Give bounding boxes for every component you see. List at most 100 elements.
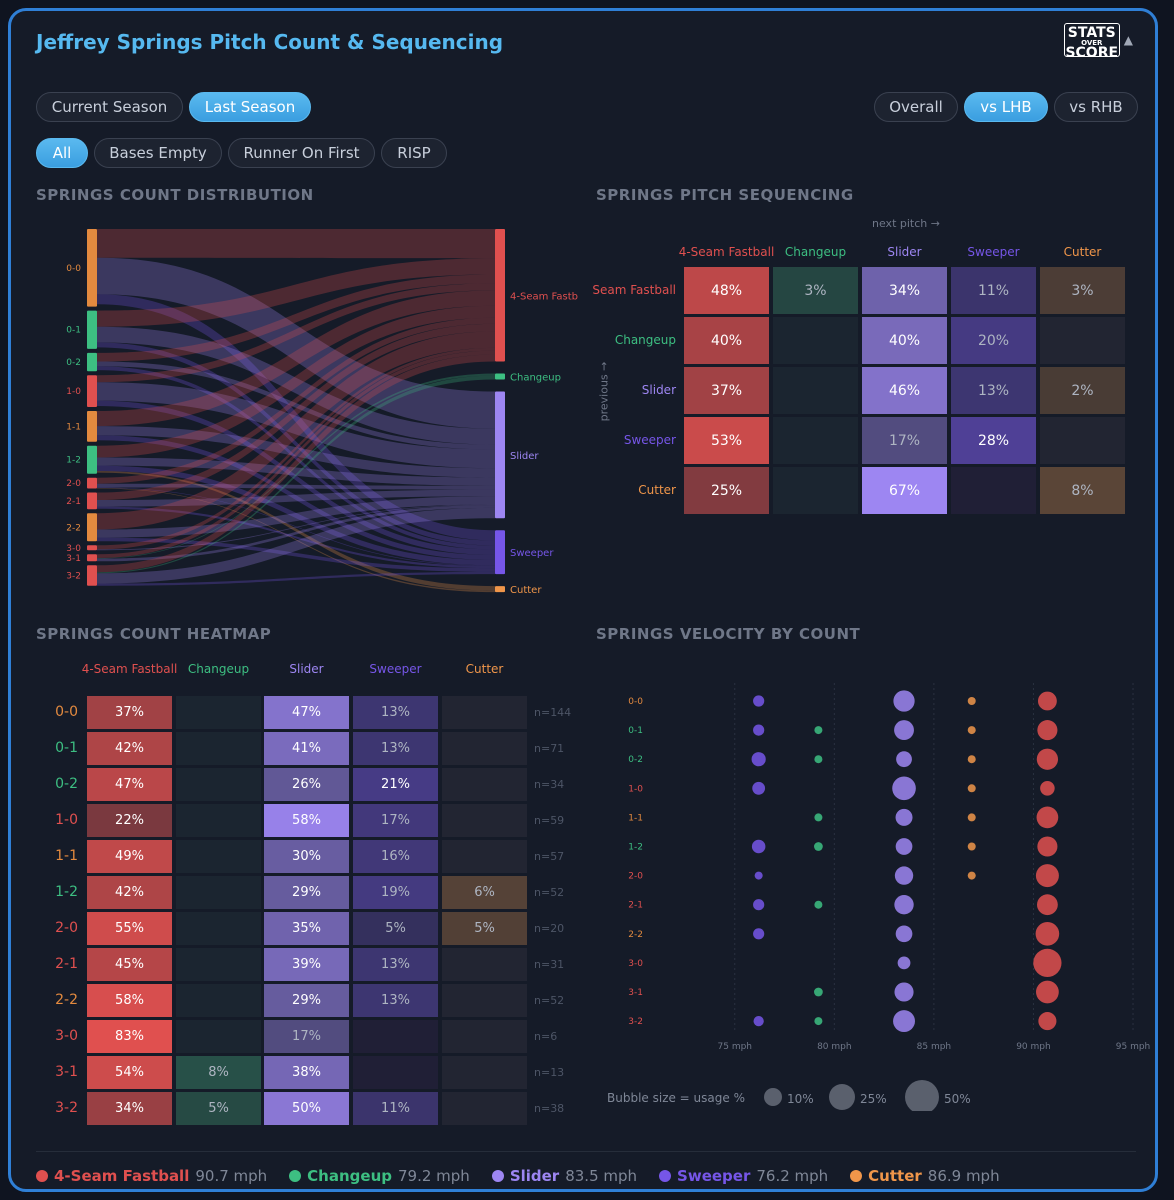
heatmap-cell <box>442 840 527 873</box>
sankey-source-node <box>87 375 97 408</box>
sankey-source-node <box>87 477 97 489</box>
sankey-source-label: 1-1 <box>66 422 81 432</box>
sequencing-cell <box>773 467 858 514</box>
heatmap-row-label: 0-0 <box>55 704 78 720</box>
velocity-bubble <box>896 751 912 768</box>
sankey-link <box>97 489 495 507</box>
heatmap-cell: 50% <box>264 1092 349 1125</box>
legend-pitch-name: Sweeper <box>677 1167 751 1185</box>
bubble-legend-value: 50% <box>944 1092 971 1106</box>
legend-item[interactable]: Cutter 86.9 mph <box>850 1167 1000 1185</box>
bubble-legend-circle <box>905 1080 939 1111</box>
sankey-source-label: 3-1 <box>66 554 81 564</box>
velocity-bubble <box>1037 894 1058 916</box>
velocity-bubble <box>967 813 976 822</box>
tab-all[interactable]: All <box>36 138 88 168</box>
heatmap-cell: 22% <box>87 804 172 837</box>
tab-vs-rhb[interactable]: vs RHB <box>1054 92 1138 122</box>
sankey-link <box>97 496 495 538</box>
legend-item[interactable]: Changeup 79.2 mph <box>289 1167 470 1185</box>
sequencing-cell <box>951 467 1036 514</box>
velocity-row-label: 0-2 <box>628 755 643 765</box>
legend-pitch-velocity: 86.9 mph <box>927 1167 1000 1185</box>
sequencing-cell: 25% <box>684 467 769 514</box>
sequencing-col-header: Sweeper <box>967 245 1020 259</box>
heatmap-cell: 41% <box>264 732 349 765</box>
sankey-link <box>97 317 495 484</box>
sankey-source-node <box>87 492 97 510</box>
heatmap-cell: 13% <box>353 732 438 765</box>
sankey-link <box>97 294 495 541</box>
sankey-source-label: 2-0 <box>66 479 81 489</box>
sequencing-cell: 8% <box>1040 467 1125 514</box>
heatmap-row-label: 2-0 <box>55 920 78 936</box>
velocity-bubble <box>1036 748 1059 770</box>
velocity-bubble <box>814 1017 823 1026</box>
heatmap-row-label: 3-1 <box>55 1064 78 1080</box>
sequencing-row-label: Seam Fastball <box>592 283 676 297</box>
velocity-row-label: 3-0 <box>628 959 643 969</box>
heatmap-col-header: Slider <box>289 662 324 676</box>
legend-item[interactable]: Sweeper 76.2 mph <box>659 1167 828 1185</box>
heatmap-cell: 58% <box>264 804 349 837</box>
velocity-bubble <box>753 724 765 736</box>
bubble-legend-value: 10% <box>787 1092 814 1106</box>
heatmap-sample-size: n=57 <box>534 850 565 863</box>
sankey-source-node <box>87 411 97 442</box>
heatmap-cell: 37% <box>87 696 172 729</box>
velocity-bubble <box>753 1015 764 1027</box>
legend-item[interactable]: 4-Seam Fastball 90.7 mph <box>36 1167 267 1185</box>
sankey-link <box>97 465 495 566</box>
velocity-bubble <box>894 720 914 741</box>
sankey-link <box>97 571 495 586</box>
velocity-tick-label: 95 mph <box>1116 1042 1151 1052</box>
heatmap-sample-size: n=59 <box>534 814 565 827</box>
heatmap-cell: 45% <box>87 948 172 981</box>
tab-last-season[interactable]: Last Season <box>189 92 311 122</box>
heatmap-cell <box>176 912 261 945</box>
caret-up-icon[interactable]: ▲ <box>1123 33 1133 47</box>
sankey-source-node <box>87 445 97 474</box>
sankey-link <box>97 326 495 445</box>
legend-item[interactable]: Slider 83.5 mph <box>491 1167 638 1185</box>
bubble-legend-label: Bubble size = usage % <box>607 1091 745 1105</box>
tab-current-season[interactable]: Current Season <box>36 92 183 122</box>
stats-over-score-logo[interactable]: STATS OVER SCORE ▲ <box>1063 23 1133 60</box>
sequencing-row-label: Sweeper <box>623 433 676 447</box>
velocity-row-label: 3-1 <box>628 988 643 998</box>
legend-pitch-velocity: 76.2 mph <box>756 1167 829 1185</box>
heatmap-cell: 29% <box>264 984 349 1017</box>
sequencing-cell: 40% <box>684 317 769 364</box>
dashboard-card: Jeffrey Springs Pitch Count & Sequencing… <box>8 8 1158 1192</box>
pitch-sequencing-title: SPRINGS PITCH SEQUENCING <box>596 186 854 204</box>
sequencing-cell: 20% <box>951 317 1036 364</box>
tab-risp[interactable]: RISP <box>381 138 447 168</box>
bubble-legend-value: 25% <box>860 1092 887 1106</box>
sankey-link <box>97 375 495 574</box>
velocity-bubble <box>814 987 823 997</box>
sequencing-cell <box>1040 417 1125 464</box>
logo-line-1: STATS <box>1067 25 1116 41</box>
heatmap-row-label: 3-0 <box>55 1028 78 1044</box>
heatmap-row-label: 2-2 <box>55 992 78 1008</box>
sankey-source-node <box>87 554 97 562</box>
heatmap-sample-size: n=144 <box>534 706 572 719</box>
heatmap-cell: 42% <box>87 732 172 765</box>
velocity-bubble <box>967 784 976 793</box>
velocity-bubble <box>1035 921 1060 946</box>
tab-overall[interactable]: Overall <box>874 92 958 122</box>
heatmap-cell: 13% <box>353 984 438 1017</box>
heatmap-sample-size: n=38 <box>534 1102 565 1115</box>
tab-vs-lhb[interactable]: vs LHB <box>964 92 1048 122</box>
sequencing-row-label: Cutter <box>638 483 676 497</box>
tab-runner-on-first[interactable]: Runner On First <box>228 138 375 168</box>
tab-bases-empty[interactable]: Bases Empty <box>94 138 222 168</box>
sankey-target-node <box>495 530 505 575</box>
sankey-link <box>97 229 495 259</box>
legend-pitch-name: 4-Seam Fastball <box>54 1167 190 1185</box>
velocity-bubble <box>893 1010 915 1033</box>
legend-pitch-velocity: 83.5 mph <box>565 1167 638 1185</box>
sankey-link <box>97 505 495 562</box>
velocity-bubble <box>967 842 976 851</box>
velocity-bubble <box>754 871 763 880</box>
